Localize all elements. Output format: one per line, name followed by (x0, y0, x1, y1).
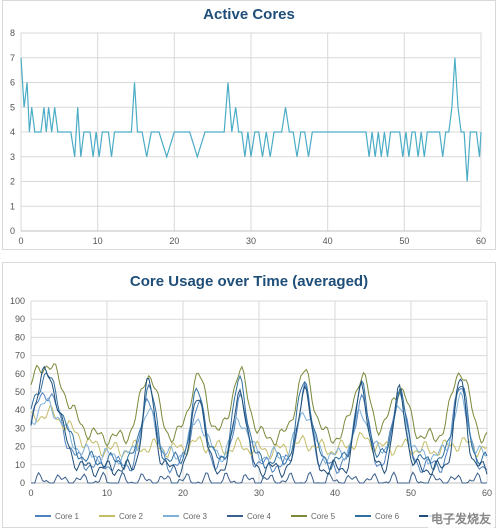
series-line-core-4 (31, 471, 487, 484)
legend-item-core-5: Core 5 (291, 509, 335, 523)
core-usage-y-tick-label: 10 (15, 460, 25, 470)
legend-label: Core 6 (375, 511, 400, 521)
chart-title-active-cores: Active Cores (203, 6, 295, 23)
core-usage-y-tick-label: 0 (20, 478, 25, 488)
watermark-logo: 电子发烧友 (427, 509, 494, 528)
core-usage-x-tick-label: 10 (102, 488, 112, 498)
legend-swatch (162, 515, 179, 517)
legend-label: Core 2 (118, 511, 143, 521)
active-cores-chart: 0 1 2 3 4 5 6 7 8 0 10 20 30 40 50 60 (10, 28, 486, 246)
core-usage-panel: Core Usage over Time (averaged) 0 10 20 30 4… (2, 262, 496, 528)
legend-item-core-2: Core 2 (98, 509, 143, 523)
active-cores-y-tick-label: 3 (10, 152, 15, 162)
active-cores-y-tick-label: 7 (10, 53, 15, 63)
active-cores-y-tick-label: 1 (10, 201, 15, 211)
active-cores-y-tick-label: 5 (10, 102, 15, 112)
core-usage-y-tick-label: 100 (10, 296, 25, 306)
core-usage-chart: 0 10 20 30 40 50 60 70 80 90 100 0 10 20 30 40 50 60 (10, 296, 492, 498)
legend-swatch (226, 515, 243, 517)
active-cores-x-tick-label: 30 (246, 236, 256, 246)
series-line-core-5 (30, 363, 488, 448)
active-cores-x-tick-label: 50 (399, 236, 409, 246)
legend-label: Core 3 (182, 511, 207, 521)
core-usage-y-tick-label: 80 (15, 332, 25, 342)
legend-swatch (355, 515, 372, 517)
series-line-active-cores (20, 57, 482, 182)
core-usage-y-tick-label: 30 (15, 423, 25, 433)
legend-item-core-3: Core 3 (162, 509, 207, 523)
active-cores-x-tick-label: 10 (93, 236, 103, 246)
active-cores-y-tick-label: 4 (10, 127, 15, 137)
core-usage-x-tick-label: 50 (406, 488, 416, 498)
legend-label: Core 5 (311, 511, 336, 521)
legend-label: Core 1 (54, 511, 79, 521)
legend-item-core-4: Core 4 (226, 509, 271, 523)
core-usage-x-tick-label: 30 (254, 488, 264, 498)
legend-swatch (419, 515, 436, 517)
core-usage-y-tick-label: 40 (15, 405, 25, 415)
series-line-core-2 (31, 405, 488, 460)
legend-item-core-6: Core 6 (355, 509, 399, 523)
active-cores-y-tick-label: 8 (10, 28, 15, 38)
legend-swatch (98, 515, 115, 517)
legend-swatch (291, 515, 307, 517)
core-usage-x-tick-label: 20 (178, 488, 188, 498)
legend-label: Core 4 (246, 511, 271, 521)
active-cores-x-tick-label: 0 (18, 236, 23, 246)
core-usage-y-tick-label: 50 (15, 387, 25, 397)
active-cores-y-tick-label: 0 (10, 226, 15, 236)
core-usage-y-tick-label: 70 (15, 351, 25, 361)
series-line-core-7 (30, 365, 488, 479)
active-cores-x-tick-label: 20 (169, 236, 179, 246)
chart-title-core-usage: Core Usage over Time (averaged) (129, 273, 369, 290)
active-cores-y-tick-label: 2 (10, 177, 15, 187)
active-cores-y-tick-label: 6 (10, 78, 15, 88)
legend-swatch (34, 515, 51, 517)
legend-item-core-1: Core 1 (34, 509, 79, 523)
active-cores-x-tick-label: 60 (476, 236, 486, 246)
core-usage-x-tick-label: 60 (482, 488, 492, 498)
active-cores-x-tick-label: 40 (323, 236, 333, 246)
core-usage-x-tick-label: 40 (330, 488, 340, 498)
core-usage-y-tick-label: 60 (15, 369, 25, 379)
core-usage-y-tick-label: 20 (15, 442, 25, 452)
core-usage-x-tick-label: 0 (28, 488, 33, 498)
core-usage-y-tick-label: 90 (15, 314, 25, 324)
active-cores-panel: Active Cores 0 1 2 3 4 5 6 7 8 0 10 20 30 40 50 60 (2, 0, 496, 250)
